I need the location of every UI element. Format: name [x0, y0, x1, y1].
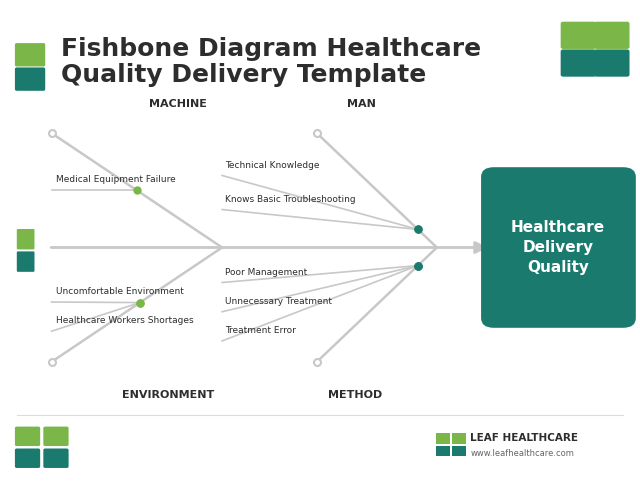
Text: Medical Equipment Failure: Medical Equipment Failure	[56, 175, 176, 185]
FancyBboxPatch shape	[15, 427, 40, 446]
FancyBboxPatch shape	[15, 67, 45, 91]
Text: LEAF HEALTHCARE: LEAF HEALTHCARE	[470, 433, 579, 444]
FancyBboxPatch shape	[15, 448, 40, 468]
Text: Uncomfortable Environment: Uncomfortable Environment	[56, 287, 184, 296]
FancyBboxPatch shape	[17, 251, 35, 272]
Text: Quality Delivery Template: Quality Delivery Template	[61, 63, 426, 87]
FancyBboxPatch shape	[17, 229, 35, 249]
FancyBboxPatch shape	[44, 427, 68, 446]
Text: Knows Basic Troubleshooting: Knows Basic Troubleshooting	[225, 195, 356, 204]
FancyBboxPatch shape	[436, 433, 450, 444]
FancyBboxPatch shape	[594, 50, 630, 77]
FancyBboxPatch shape	[481, 167, 636, 328]
FancyBboxPatch shape	[452, 433, 466, 444]
Text: MACHINE: MACHINE	[149, 99, 207, 109]
Text: Healthcare Workers Shortages: Healthcare Workers Shortages	[56, 316, 193, 325]
FancyBboxPatch shape	[561, 50, 596, 77]
FancyBboxPatch shape	[15, 43, 45, 66]
FancyBboxPatch shape	[436, 446, 450, 456]
FancyBboxPatch shape	[452, 446, 466, 456]
Text: METHOD: METHOD	[328, 390, 382, 399]
Text: Technical Knowledge: Technical Knowledge	[225, 161, 320, 170]
Text: ENVIRONMENT: ENVIRONMENT	[122, 390, 214, 399]
Text: MAN: MAN	[347, 99, 376, 109]
FancyBboxPatch shape	[44, 448, 68, 468]
Text: www.leafhealthcare.com: www.leafhealthcare.com	[470, 449, 574, 458]
Text: Unnecessary Treatment: Unnecessary Treatment	[225, 297, 332, 306]
FancyBboxPatch shape	[594, 22, 630, 49]
Text: Treatment Error: Treatment Error	[225, 326, 296, 335]
Text: Fishbone Diagram Healthcare: Fishbone Diagram Healthcare	[61, 38, 481, 61]
Text: Poor Management: Poor Management	[225, 268, 307, 277]
Text: Healthcare
Delivery
Quality: Healthcare Delivery Quality	[511, 220, 605, 275]
FancyBboxPatch shape	[561, 22, 596, 49]
